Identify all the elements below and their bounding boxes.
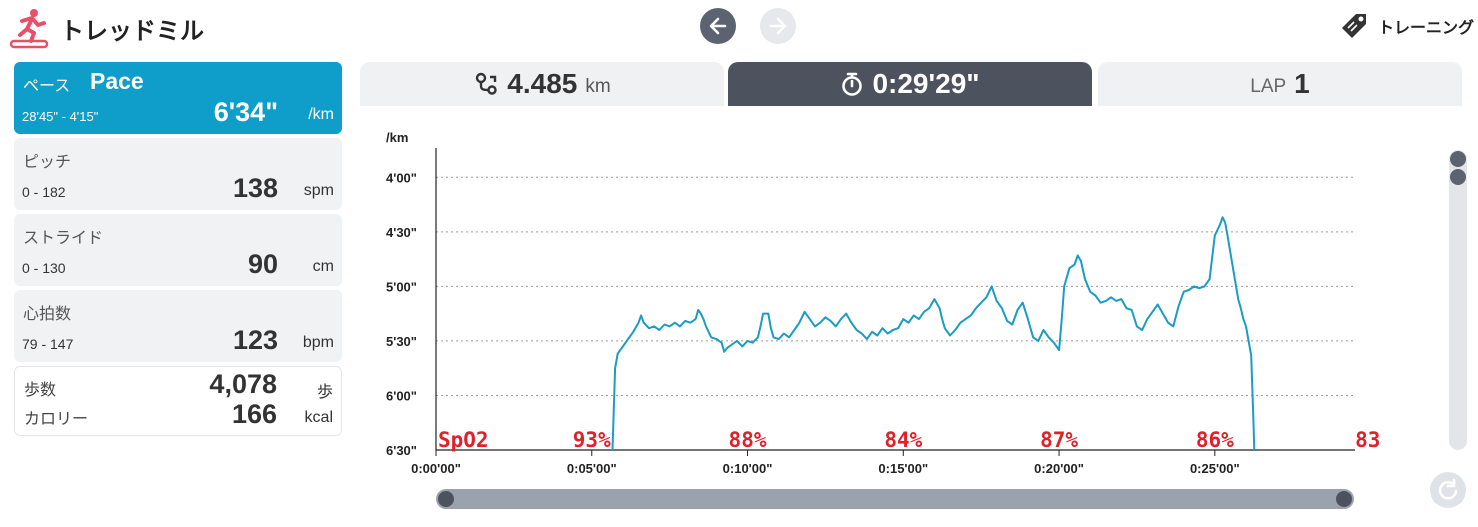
distance-value: 4.485 — [507, 68, 578, 99]
steps-value: 4,078 — [209, 369, 277, 399]
previous-button[interactable] — [700, 8, 736, 44]
reset-zoom-button[interactable] — [1430, 472, 1466, 508]
treadmill-runner-icon — [9, 9, 49, 49]
time-value: 0:29'29" — [872, 68, 980, 99]
app-header: トレッドミル — [8, 6, 204, 50]
metric-label: ストライド — [23, 230, 104, 247]
tag-icon — [1341, 14, 1366, 38]
metrics-sidebar: ペース Pace 28'45" - 4'15" 6'34" /km ピッチ 0 … — [14, 62, 342, 436]
y-tick-label: 4'30" — [386, 225, 417, 240]
metric-pace[interactable]: ペース Pace 28'45" - 4'15" 6'34" /km — [14, 62, 342, 134]
metric-stride[interactable]: ストライド 0 - 130 90 cm — [14, 214, 342, 286]
stats-tabs: 4.485 km 0:29'29" LAP 1 — [360, 62, 1462, 106]
y-tick-label: 5'30" — [386, 334, 417, 349]
summary-box: 歩数 4,078 歩 カロリー 166 kcal — [14, 366, 342, 436]
metric-unit: cm — [312, 258, 334, 275]
steps-label: 歩数 — [24, 382, 57, 399]
y-tick-label: 5'00" — [386, 279, 417, 294]
metric-label: ペース — [23, 78, 71, 95]
arrow-right-icon — [769, 17, 787, 35]
x-tick-label: 0:05'00" — [567, 461, 617, 476]
spo2-annotation: 93% — [573, 428, 611, 452]
range-handle-right[interactable] — [1336, 491, 1352, 507]
training-tag-button[interactable]: トレーニング — [1338, 8, 1474, 44]
calories-label: カロリー — [24, 411, 89, 428]
pace-chart-svg: /km 4'00" 4'30" 5'00" 5'30" 6'00" 6'30" 0:00'00… — [386, 130, 1393, 476]
pace-chart: /km 4'00" 4'30" 5'00" 5'30" 6'00" 6'30" 0:00'00… — [360, 110, 1393, 490]
x-tick-label: 0:00'00" — [411, 461, 461, 476]
page-title: トレッドミル — [60, 17, 204, 45]
metric-range: 79 - 147 — [22, 336, 74, 352]
metric-value: 123 — [232, 325, 278, 355]
stopwatch-icon — [842, 72, 863, 96]
metric-label: 心拍数 — [23, 306, 72, 323]
tab-lap[interactable]: LAP 1 — [1098, 62, 1462, 106]
spo2-annotation: 87% — [1040, 428, 1078, 452]
training-label: トレーニング — [1377, 20, 1474, 37]
x-tick-label: 0:25'00" — [1190, 461, 1240, 476]
steps-unit: 歩 — [316, 384, 333, 401]
next-button[interactable] — [760, 8, 796, 44]
arrow-left-icon — [709, 17, 727, 35]
route-icon — [476, 72, 497, 95]
metric-range: 0 - 130 — [22, 260, 66, 276]
metric-heart-rate[interactable]: 心拍数 79 - 147 123 bpm — [14, 290, 342, 362]
spo2-annotation: 84% — [884, 428, 922, 452]
metric-range: 28'45" - 4'15" — [22, 109, 99, 124]
calories-unit: kcal — [304, 409, 333, 426]
calories-value: 166 — [231, 399, 277, 429]
x-tick-label: 0:10'00" — [723, 461, 773, 476]
y-tick-label: 6'30" — [386, 443, 417, 458]
metric-value: 6'34" — [213, 97, 278, 127]
metric-unit: spm — [303, 182, 334, 199]
y-axis-label: /km — [386, 130, 408, 145]
lap-label: LAP — [1250, 76, 1287, 97]
pace-series-line — [611, 216, 1256, 451]
scroll-grip-top[interactable] — [1450, 151, 1466, 167]
distance-unit: km — [585, 76, 611, 97]
horizontal-range-scrollbar[interactable] — [436, 489, 1354, 509]
metric-unit: /km — [308, 106, 334, 123]
spo2-annotation: 86% — [1196, 428, 1234, 452]
lap-value: 1 — [1294, 68, 1310, 99]
spo2-annotation: 88% — [729, 428, 767, 452]
metric-label: ピッチ — [23, 154, 72, 171]
tab-time[interactable]: 0:29'29" — [728, 62, 1092, 106]
y-tick-label: 4'00" — [386, 170, 417, 185]
tab-distance[interactable]: 4.485 km — [360, 62, 724, 106]
refresh-icon — [1438, 479, 1458, 500]
range-handle-left[interactable] — [438, 491, 454, 507]
spo2-annotation: 83% — [1355, 428, 1380, 452]
metric-value: 138 — [232, 173, 278, 203]
metric-unit: bpm — [302, 334, 334, 351]
x-tick-label: 0:15'00" — [878, 461, 928, 476]
metric-range: 0 - 182 — [22, 184, 66, 200]
y-tick-label: 6'00" — [386, 388, 417, 403]
metric-pitch[interactable]: ピッチ 0 - 182 138 spm — [14, 138, 342, 210]
scroll-grip-bottom[interactable] — [1450, 169, 1466, 185]
metric-value: 90 — [247, 249, 278, 279]
spo2-annotation: SpO2 — [438, 428, 489, 452]
x-tick-label: 0:20'00" — [1034, 461, 1084, 476]
vertical-scrollbar[interactable] — [1449, 150, 1467, 450]
metric-label-en: Pace — [90, 68, 144, 94]
